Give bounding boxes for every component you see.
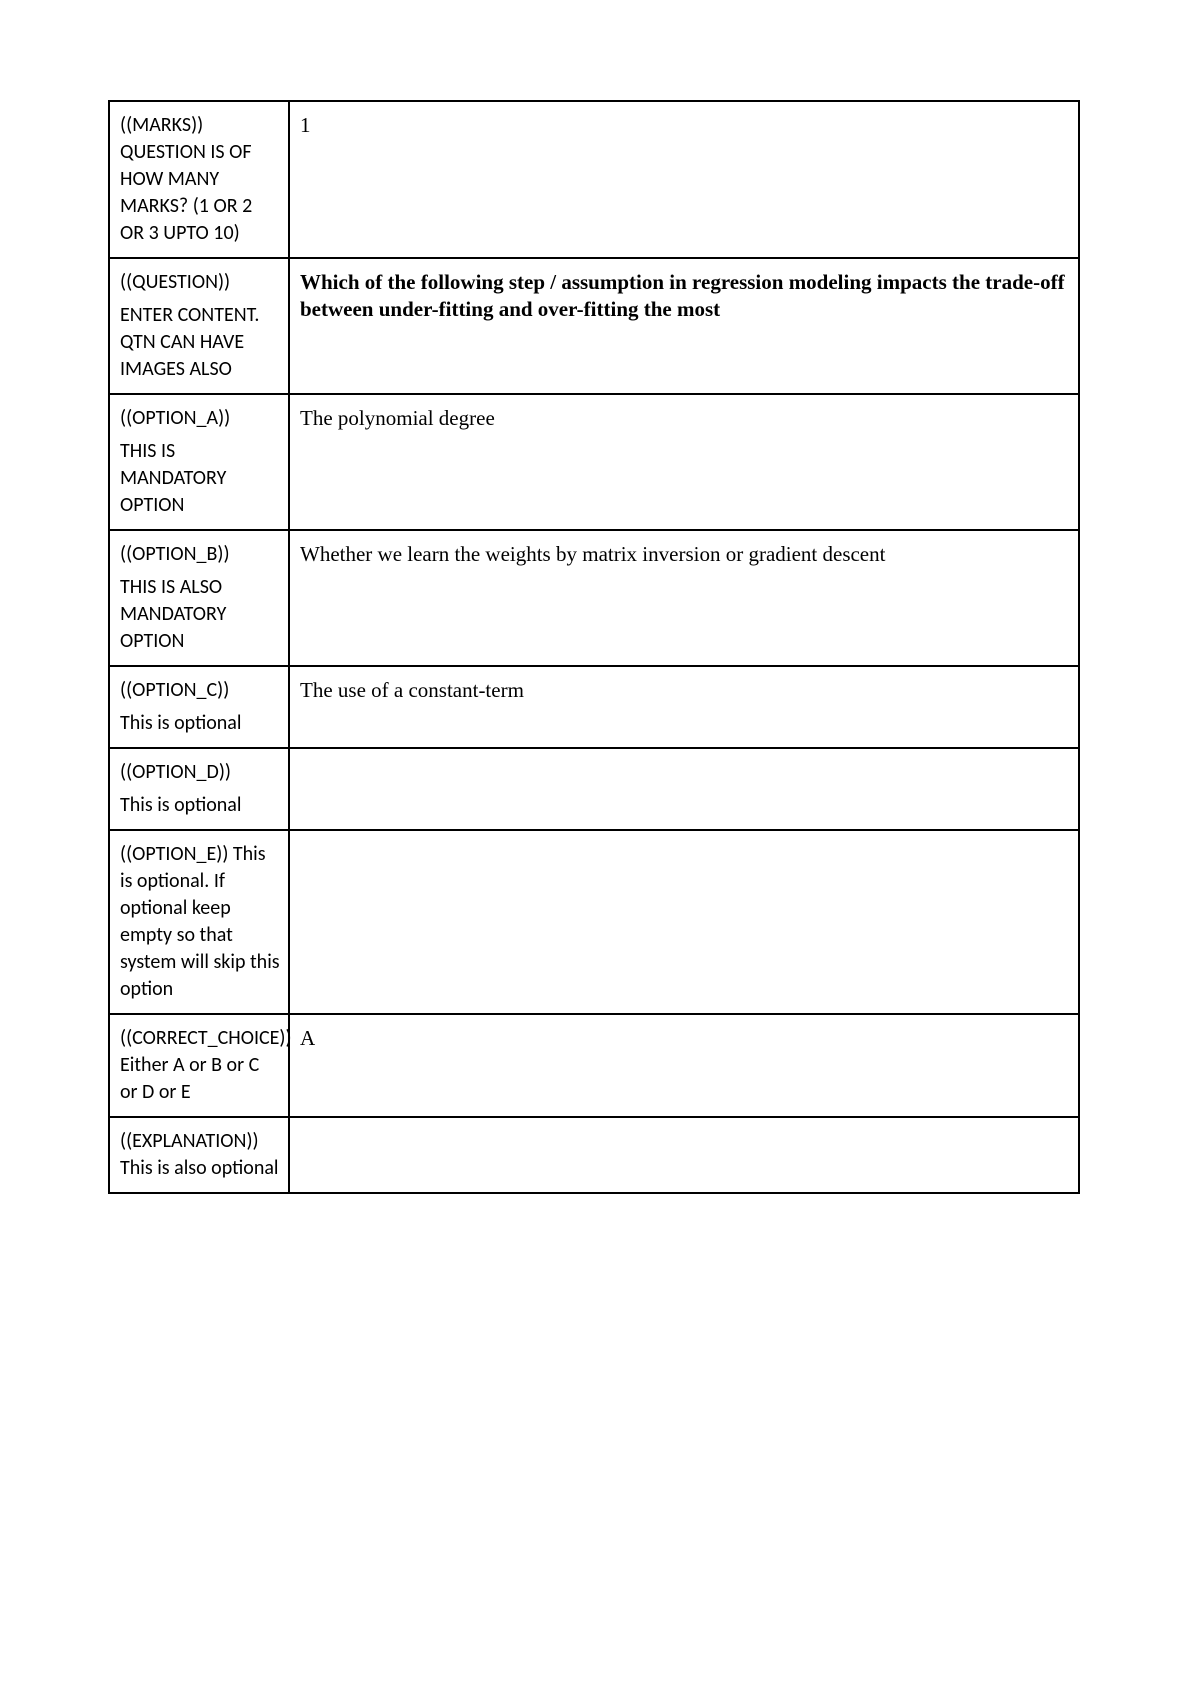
option-a-sub: THIS IS MANDATORY OPTION [120, 438, 280, 519]
table-row: ((OPTION_A)) THIS IS MANDATORY OPTION Th… [109, 394, 1079, 530]
explanation-value-cell [289, 1117, 1079, 1193]
marks-value: 1 [300, 113, 311, 137]
table-row: ((MARKS)) QUESTION IS OF HOW MANY MARKS?… [109, 101, 1079, 258]
question-sub: ENTER CONTENT. QTN CAN HAVE IMAGES ALSO [120, 302, 280, 383]
table-row: ((OPTION_B)) THIS IS ALSO MANDATORY OPTI… [109, 530, 1079, 666]
marks-label-cell: ((MARKS)) QUESTION IS OF HOW MANY MARKS?… [109, 101, 289, 258]
question-header: ((QUESTION)) [120, 269, 280, 296]
page: ((MARKS)) QUESTION IS OF HOW MANY MARKS?… [0, 0, 1200, 1698]
option-a-label-cell: ((OPTION_A)) THIS IS MANDATORY OPTION [109, 394, 289, 530]
table-row: ((QUESTION)) ENTER CONTENT. QTN CAN HAVE… [109, 258, 1079, 394]
correct-label-cell: ((CORRECT_CHOICE)) Either A or B or C or… [109, 1014, 289, 1117]
table-row: ((OPTION_C)) This is optional The use of… [109, 666, 1079, 748]
question-value: Which of the following step / assumption… [300, 270, 1065, 321]
correct-header: ((CORRECT_CHOICE)) Either A or B or C or… [120, 1025, 280, 1106]
marks-sub: QUESTION IS OF HOW MANY MARKS? (1 OR 2 O… [120, 139, 280, 247]
option-c-label-cell: ((OPTION_C)) This is optional [109, 666, 289, 748]
marks-value-cell: 1 [289, 101, 1079, 258]
option-b-header: ((OPTION_B)) [120, 541, 280, 568]
explanation-header: ((EXPLANATION)) This is also optional [120, 1128, 280, 1182]
option-a-value-cell: The polynomial degree [289, 394, 1079, 530]
option-e-value-cell [289, 830, 1079, 1014]
option-b-value-cell: Whether we learn the weights by matrix i… [289, 530, 1079, 666]
option-e-header: ((OPTION_E)) This is optional. If option… [120, 841, 280, 1003]
table-row: ((OPTION_D)) This is optional [109, 748, 1079, 830]
option-c-sub: This is optional [120, 710, 280, 737]
option-a-value: The polynomial degree [300, 406, 495, 430]
option-d-header: ((OPTION_D)) [120, 759, 280, 786]
correct-value: A [300, 1026, 315, 1050]
option-a-header: ((OPTION_A)) [120, 405, 280, 432]
question-value-cell: Which of the following step / assumption… [289, 258, 1079, 394]
table-row: ((OPTION_E)) This is optional. If option… [109, 830, 1079, 1014]
option-d-sub: This is optional [120, 792, 280, 819]
option-c-header: ((OPTION_C)) [120, 677, 280, 704]
option-b-label-cell: ((OPTION_B)) THIS IS ALSO MANDATORY OPTI… [109, 530, 289, 666]
question-label-cell: ((QUESTION)) ENTER CONTENT. QTN CAN HAVE… [109, 258, 289, 394]
option-c-value: The use of a constant-term [300, 678, 524, 702]
option-b-value: Whether we learn the weights by matrix i… [300, 542, 885, 566]
explanation-label-cell: ((EXPLANATION)) This is also optional [109, 1117, 289, 1193]
correct-value-cell: A [289, 1014, 1079, 1117]
marks-header: ((MARKS)) [120, 112, 280, 139]
option-c-value-cell: The use of a constant-term [289, 666, 1079, 748]
question-table: ((MARKS)) QUESTION IS OF HOW MANY MARKS?… [108, 100, 1080, 1194]
option-b-sub: THIS IS ALSO MANDATORY OPTION [120, 574, 280, 655]
table-row: ((EXPLANATION)) This is also optional [109, 1117, 1079, 1193]
option-d-value-cell [289, 748, 1079, 830]
option-e-label-cell: ((OPTION_E)) This is optional. If option… [109, 830, 289, 1014]
table-row: ((CORRECT_CHOICE)) Either A or B or C or… [109, 1014, 1079, 1117]
option-d-label-cell: ((OPTION_D)) This is optional [109, 748, 289, 830]
